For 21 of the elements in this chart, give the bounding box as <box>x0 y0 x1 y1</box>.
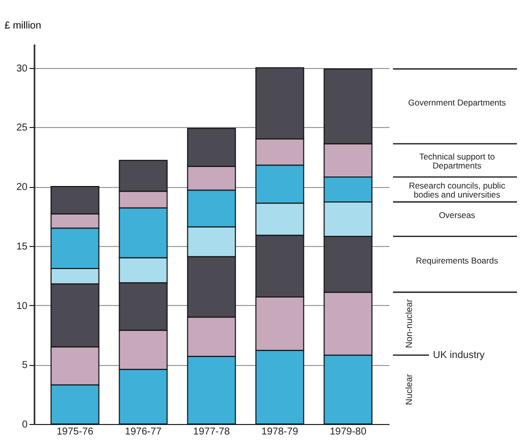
text: Technical support to Departments <box>419 151 496 170</box>
text: Overseas <box>438 210 476 220</box>
y-tick-label: 25 <box>16 122 28 134</box>
text: Nuclear <box>404 374 414 406</box>
text: Requirements Boards <box>416 255 498 266</box>
x-tick-label: 1978-79 <box>261 426 299 438</box>
y-tick-label: 30 <box>16 63 28 74</box>
text: UK industry <box>433 350 485 362</box>
y-tick-label: 0 <box>22 420 28 430</box>
y-tick-label: 15 <box>16 241 28 252</box>
x-tick-label: 1979-80 <box>330 426 367 438</box>
y-tick-label: 20 <box>16 182 28 193</box>
text: Research councils, public bodies and universities <box>408 180 506 200</box>
text: Non-nuclear <box>404 299 414 348</box>
x-tick-label: 1977-78 <box>193 426 230 438</box>
x-tick-label: 1976-77 <box>124 426 162 438</box>
y-axis-title: £ million <box>4 20 42 32</box>
y-tick-label: 10 <box>16 300 28 312</box>
x-tick-label: 1975-76 <box>56 426 94 438</box>
y-tick-label: 5 <box>22 360 28 372</box>
text: Government Departments <box>408 97 506 108</box>
